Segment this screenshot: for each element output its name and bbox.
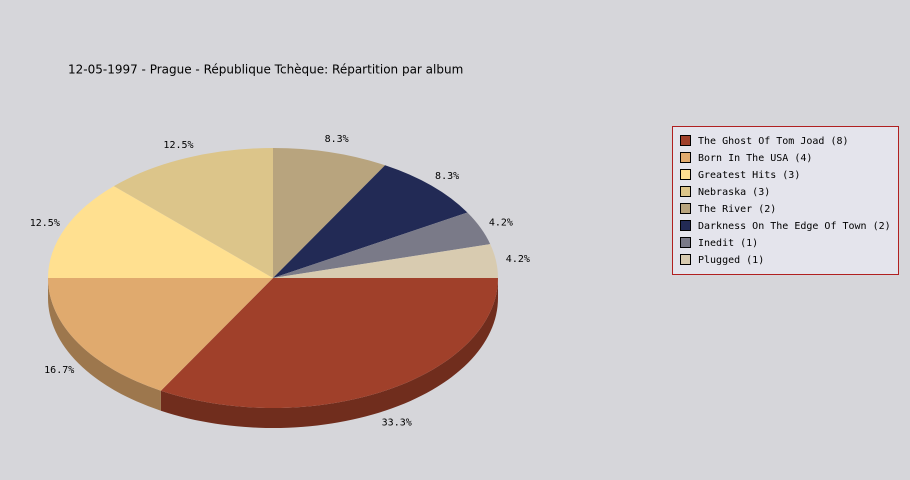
data-label: 4.2% [489, 217, 513, 228]
legend-swatch [680, 152, 691, 163]
data-label: 33.3% [382, 418, 412, 429]
slice [48, 278, 273, 391]
legend-swatch [680, 169, 691, 180]
legend-swatch [680, 220, 691, 231]
slice [273, 212, 491, 278]
data-label: 8.3% [435, 171, 459, 182]
legend-label: Darkness On The Edge Of Town (2) [698, 221, 891, 232]
legend-box [672, 126, 899, 275]
legend-swatch [680, 237, 691, 248]
legend-swatch [680, 186, 691, 197]
legend-label: The Ghost Of Tom Joad (8) [698, 136, 849, 147]
legend-label: The River (2) [698, 204, 776, 215]
legend-label: Nebraska (3) [698, 187, 770, 198]
legend-swatch [680, 254, 691, 265]
legend-label: Plugged (1) [698, 255, 764, 266]
data-label: 12.5% [163, 140, 193, 151]
slice [273, 244, 498, 278]
slice [160, 278, 498, 408]
data-label: 12.5% [30, 218, 60, 229]
data-label: 16.7% [44, 365, 74, 376]
slice [273, 148, 386, 278]
data-label: 4.2% [506, 254, 530, 265]
slice [273, 165, 468, 278]
slice-side [160, 278, 498, 428]
legend-label: Born In The USA (4) [698, 153, 812, 164]
slice [113, 148, 273, 278]
chart-title: 12-05-1997 - Prague - République Tchèque… [68, 63, 463, 77]
slice-side [48, 278, 161, 411]
slice [48, 186, 273, 278]
legend-label: Greatest Hits (3) [698, 170, 800, 181]
legend-label: Inedit (1) [698, 238, 758, 249]
legend-swatch [680, 203, 691, 214]
legend-swatch [680, 135, 691, 146]
data-label: 8.3% [325, 134, 349, 145]
